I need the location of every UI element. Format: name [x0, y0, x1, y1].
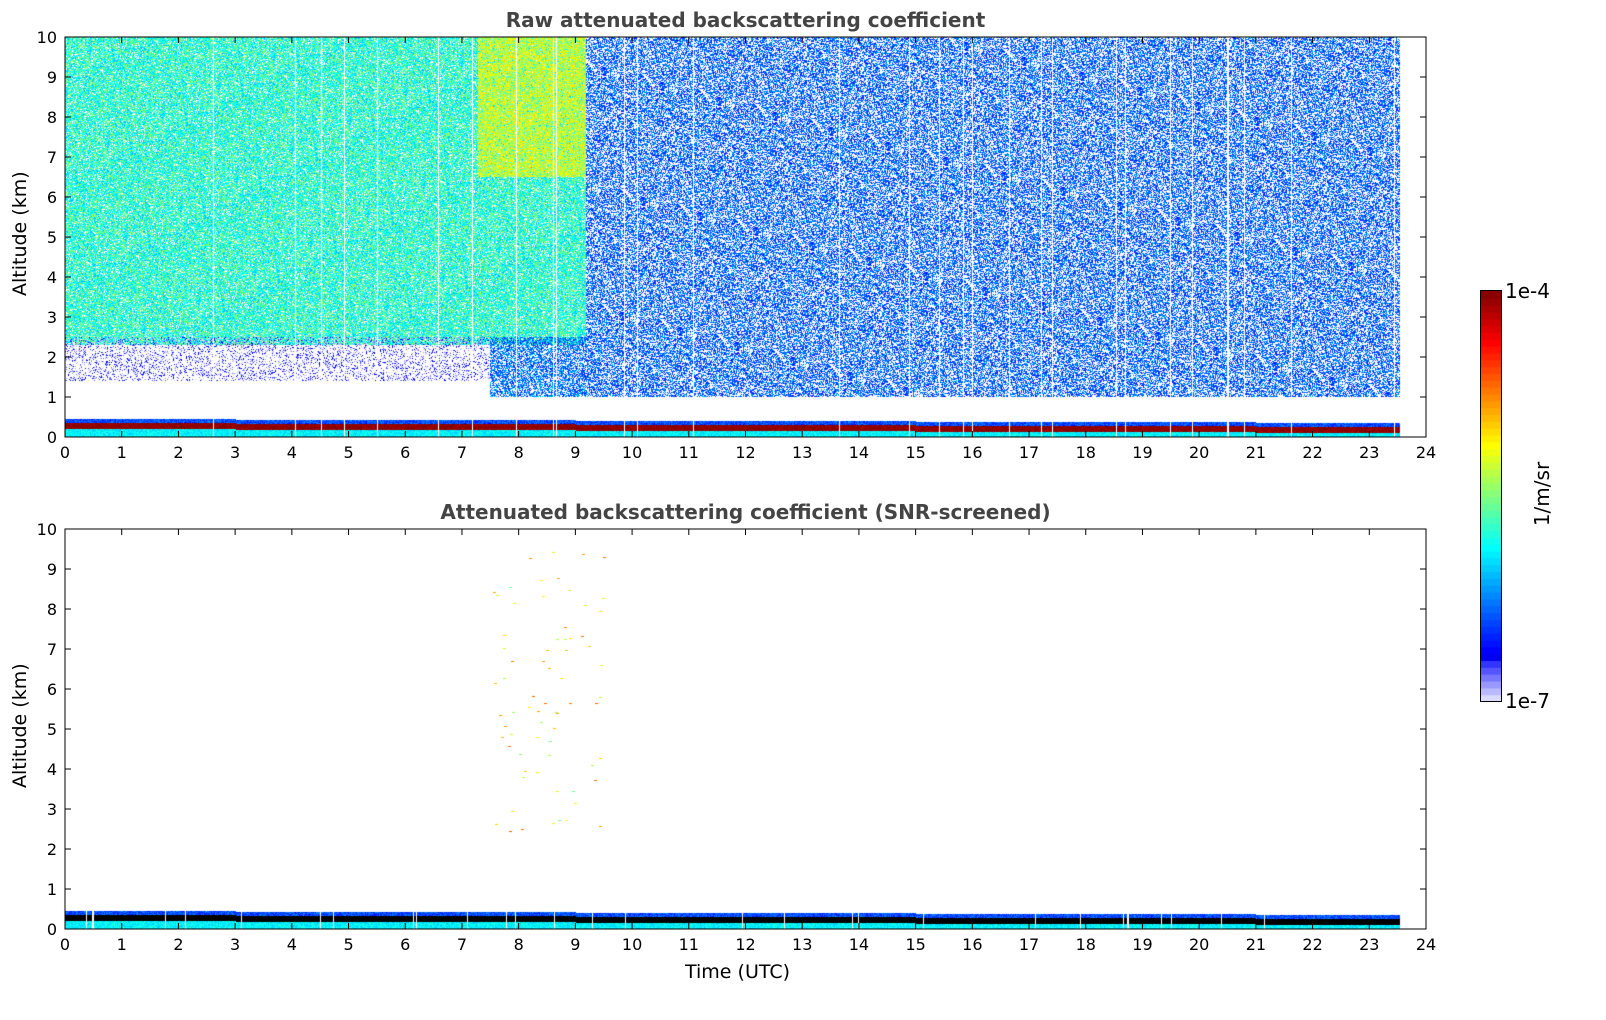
x-axis-label: Time (UTC) [685, 961, 791, 983]
y-tick-label: 2 [47, 840, 57, 859]
x-tick-label: 24 [1416, 935, 1436, 954]
y-tick-label: 2 [47, 348, 57, 367]
x-tick-label: 19 [1132, 935, 1152, 954]
x-tick-label: 20 [1189, 443, 1209, 462]
x-tick-label: 2 [173, 443, 183, 462]
x-tick-label: 18 [1076, 935, 1096, 954]
x-tick-label: 10 [622, 935, 642, 954]
colorbar-max-label: 1e-4 [1505, 279, 1550, 303]
x-tick-label: 21 [1246, 935, 1266, 954]
x-tick-label: 18 [1076, 443, 1096, 462]
x-tick-label: 9 [570, 443, 580, 462]
x-tick-label: 6 [400, 935, 410, 954]
colorbar [1480, 290, 1502, 702]
y-tick-label: 8 [47, 600, 57, 619]
y-tick-label: 4 [47, 268, 57, 287]
x-tick-label: 8 [514, 443, 524, 462]
top-y-axis-label: Altitude (km) [9, 171, 31, 296]
x-tick-label: 14 [849, 935, 869, 954]
x-tick-label: 13 [792, 935, 812, 954]
y-tick-label: 3 [47, 308, 57, 327]
x-tick-label: 5 [343, 935, 353, 954]
y-tick-label: 10 [37, 28, 57, 47]
x-tick-label: 1 [117, 935, 127, 954]
heatmap-field [65, 37, 1426, 437]
y-tick-label: 7 [47, 640, 57, 659]
x-tick-label: 3 [230, 935, 240, 954]
x-tick-label: 0 [60, 935, 70, 954]
x-tick-label: 10 [622, 443, 642, 462]
axes: 0 1 2 3 4 5 6 7 8 9 10 11 12 13 14 15 16 17 18 19 20 21 22 23 24… [37, 28, 1437, 462]
x-tick-label: 4 [287, 443, 297, 462]
x-tick-label: 4 [287, 935, 297, 954]
x-tick-label: 19 [1132, 443, 1152, 462]
y-tick-label: 1 [47, 880, 57, 899]
x-tick-label: 12 [735, 935, 755, 954]
x-tick-label: 7 [457, 443, 467, 462]
y-tick-label: 5 [47, 720, 57, 739]
x-tick-label: 15 [905, 443, 925, 462]
x-tick-label: 11 [679, 935, 699, 954]
y-tick-label: 0 [47, 920, 57, 939]
x-tick-label: 16 [962, 935, 982, 954]
top-plot-title: Raw attenuated backscattering coefficien… [505, 8, 986, 32]
x-tick-label: 5 [343, 443, 353, 462]
y-tick-label: 1 [47, 388, 57, 407]
x-tick-label: 17 [1019, 935, 1039, 954]
x-tick-label: 22 [1302, 935, 1322, 954]
x-tick-label: 6 [400, 443, 410, 462]
y-tick-label: 5 [47, 228, 57, 247]
bottom-plot-title: Attenuated backscattering coefficient (S… [440, 500, 1051, 524]
x-tick-label: 24 [1416, 443, 1436, 462]
x-tick-label: 2 [173, 935, 183, 954]
y-tick-label: 9 [47, 560, 57, 579]
colorbar-unit-label: 1/m/sr [1530, 461, 1555, 527]
x-tick-label: 15 [905, 935, 925, 954]
y-tick-label: 7 [47, 148, 57, 167]
x-tick-label: 0 [60, 443, 70, 462]
x-tick-label: 20 [1189, 935, 1209, 954]
x-tick-label: 14 [849, 443, 869, 462]
raw-backscatter-plot: 0 1 2 3 4 5 6 7 8 9 10 11 12 13 14 15 16 17 18 19 20 21 22 23 24… [37, 28, 1437, 462]
x-tick-label: 23 [1359, 443, 1379, 462]
plot-frame [64, 36, 1427, 438]
x-tick-label: 13 [792, 443, 812, 462]
x-tick-label: 8 [514, 935, 524, 954]
colorbar-min-label: 1e-7 [1505, 689, 1550, 713]
x-tick-label: 22 [1302, 443, 1322, 462]
bottom-y-axis-label: Altitude (km) [9, 663, 31, 788]
x-tick-label: 3 [230, 443, 240, 462]
x-tick-label: 1 [117, 443, 127, 462]
x-tick-label: 17 [1019, 443, 1039, 462]
axes: 0 1 2 3 4 5 6 7 8 9 10 11 12 13 14 15 16 17 18 19 20 21 22 23 24… [37, 520, 1437, 954]
snr-screened-plot: 0 1 2 3 4 5 6 7 8 9 10 11 12 13 14 15 16 17 18 19 20 21 22 23 24… [37, 520, 1437, 954]
plot-frame [64, 528, 1427, 930]
y-tick-label: 4 [47, 760, 57, 779]
y-tick-label: 8 [47, 108, 57, 127]
y-tick-label: 9 [47, 68, 57, 87]
x-tick-label: 9 [570, 935, 580, 954]
y-tick-label: 6 [47, 188, 57, 207]
y-tick-label: 10 [37, 520, 57, 539]
x-tick-label: 12 [735, 443, 755, 462]
x-tick-label: 16 [962, 443, 982, 462]
x-tick-label: 11 [679, 443, 699, 462]
y-tick-label: 6 [47, 680, 57, 699]
x-tick-label: 7 [457, 935, 467, 954]
y-tick-label: 0 [47, 428, 57, 447]
x-tick-label: 23 [1359, 935, 1379, 954]
heatmap-field [65, 529, 1426, 929]
x-tick-label: 21 [1246, 443, 1266, 462]
y-tick-label: 3 [47, 800, 57, 819]
